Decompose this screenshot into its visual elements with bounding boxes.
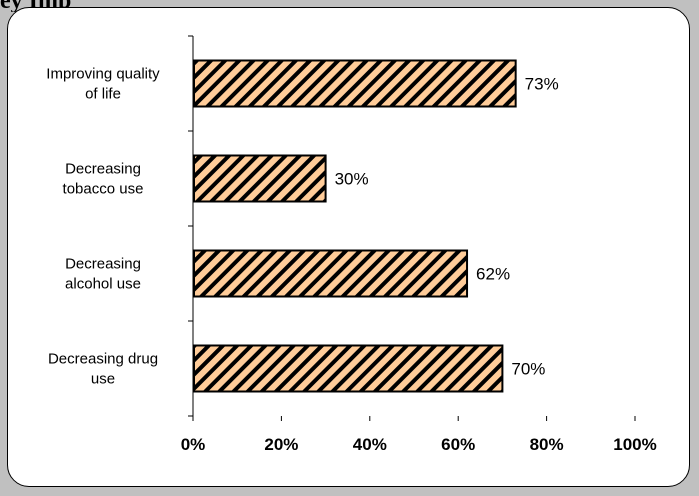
category-label: Decreasing bbox=[65, 256, 141, 273]
chart-bars bbox=[193, 59, 517, 393]
category-label: tobacco use bbox=[63, 181, 144, 198]
x-tick-label: 100% bbox=[613, 435, 656, 454]
category-label: alcohol use bbox=[65, 276, 141, 293]
bar-value-label: 62% bbox=[476, 265, 510, 284]
bar bbox=[193, 154, 327, 203]
bar-value-label: 73% bbox=[525, 75, 559, 94]
category-label: Improving quality bbox=[46, 66, 160, 83]
chart-axes bbox=[188, 35, 636, 421]
bar-value-label: 30% bbox=[335, 170, 369, 189]
x-tick-label: 60% bbox=[441, 435, 475, 454]
x-tick-label: 20% bbox=[264, 435, 298, 454]
bar bbox=[193, 344, 504, 393]
bar-value-label: 70% bbox=[511, 360, 545, 379]
category-label: use bbox=[91, 371, 115, 388]
category-label: of life bbox=[85, 86, 121, 103]
category-label: Decreasing drug bbox=[48, 351, 158, 368]
category-label: Decreasing bbox=[65, 161, 141, 178]
bar bbox=[193, 59, 517, 108]
bar bbox=[193, 249, 469, 298]
x-tick-label: 80% bbox=[530, 435, 564, 454]
x-tick-label: 0% bbox=[181, 435, 206, 454]
x-tick-label: 40% bbox=[353, 435, 387, 454]
chart-panel bbox=[7, 7, 690, 487]
chart-labels: 0% 20% 40% 60% 80% 100% 73% Improving quality of… bbox=[46, 66, 656, 455]
